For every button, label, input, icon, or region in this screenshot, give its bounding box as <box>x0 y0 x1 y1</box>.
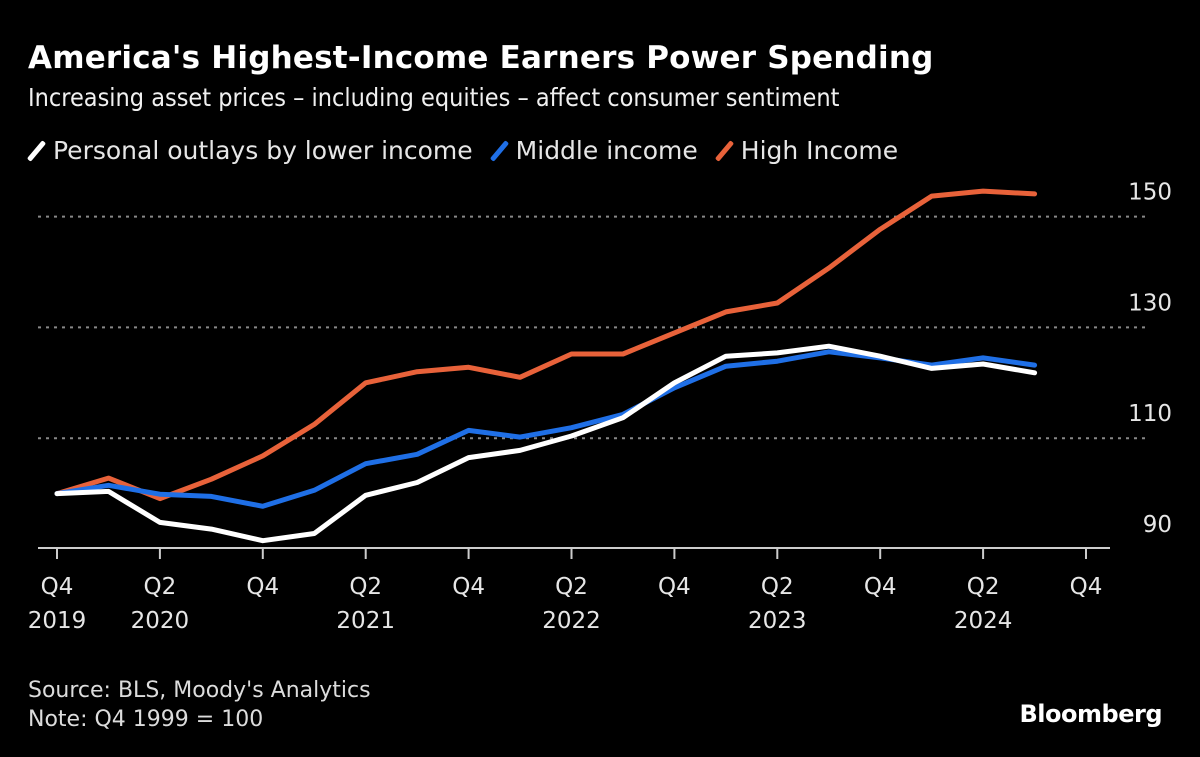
footer: Source: BLS, Moody's Analytics Note: Q4 … <box>28 676 371 734</box>
legend-label: Middle income <box>515 136 698 165</box>
x-tick-quarter: Q2 <box>967 574 1000 600</box>
x-tick-year: 2022 <box>542 608 601 634</box>
source-note: Source: BLS, Moody's Analytics <box>28 678 371 703</box>
x-tick-year: 2023 <box>748 608 807 634</box>
base-note: Note: Q4 1999 = 100 <box>28 707 264 732</box>
legend-item-lower-income: Personal outlays by lower income <box>26 136 473 165</box>
y-tick-label: 150 <box>1128 180 1172 206</box>
x-tick-quarter: Q4 <box>246 574 279 600</box>
y-tick-label: 130 <box>1128 290 1172 316</box>
x-tick-quarter: Q4 <box>864 574 897 600</box>
chart-subtitle: Increasing asset prices – including equi… <box>28 83 840 112</box>
x-tick-quarter: Q4 <box>658 574 691 600</box>
y-tick-label: 110 <box>1128 401 1172 427</box>
y-tick-label: 90 <box>1143 512 1172 538</box>
legend-label: High Income <box>740 136 899 165</box>
x-tick-year: 2021 <box>336 608 395 634</box>
x-tick-year: 2024 <box>954 608 1013 634</box>
legend-item-middle-income: Middle income <box>489 136 698 165</box>
x-tick-quarter: Q4 <box>452 574 485 600</box>
x-tick-quarter: Q4 <box>1070 574 1103 600</box>
chart-title: America's Highest-Income Earners Power S… <box>28 40 934 76</box>
legend-label: Personal outlays by lower income <box>53 136 473 165</box>
x-tick-year: 2019 <box>28 608 87 634</box>
series-line-high-income <box>54 188 1038 502</box>
x-tick-quarter: Q2 <box>555 574 588 600</box>
x-tick-year: 2020 <box>131 608 190 634</box>
legend: Personal outlays by lower income Middle … <box>26 136 899 165</box>
x-tick-quarter: Q4 <box>41 574 74 600</box>
series-line-personal-outlays-by-lower-income <box>54 343 1038 544</box>
legend-item-high-income: High Income <box>714 136 899 165</box>
x-tick-quarter: Q2 <box>144 574 177 600</box>
bloomberg-logo: Bloomberg <box>1019 700 1163 728</box>
x-tick-quarter: Q2 <box>761 574 794 600</box>
x-tick-quarter: Q2 <box>349 574 382 600</box>
